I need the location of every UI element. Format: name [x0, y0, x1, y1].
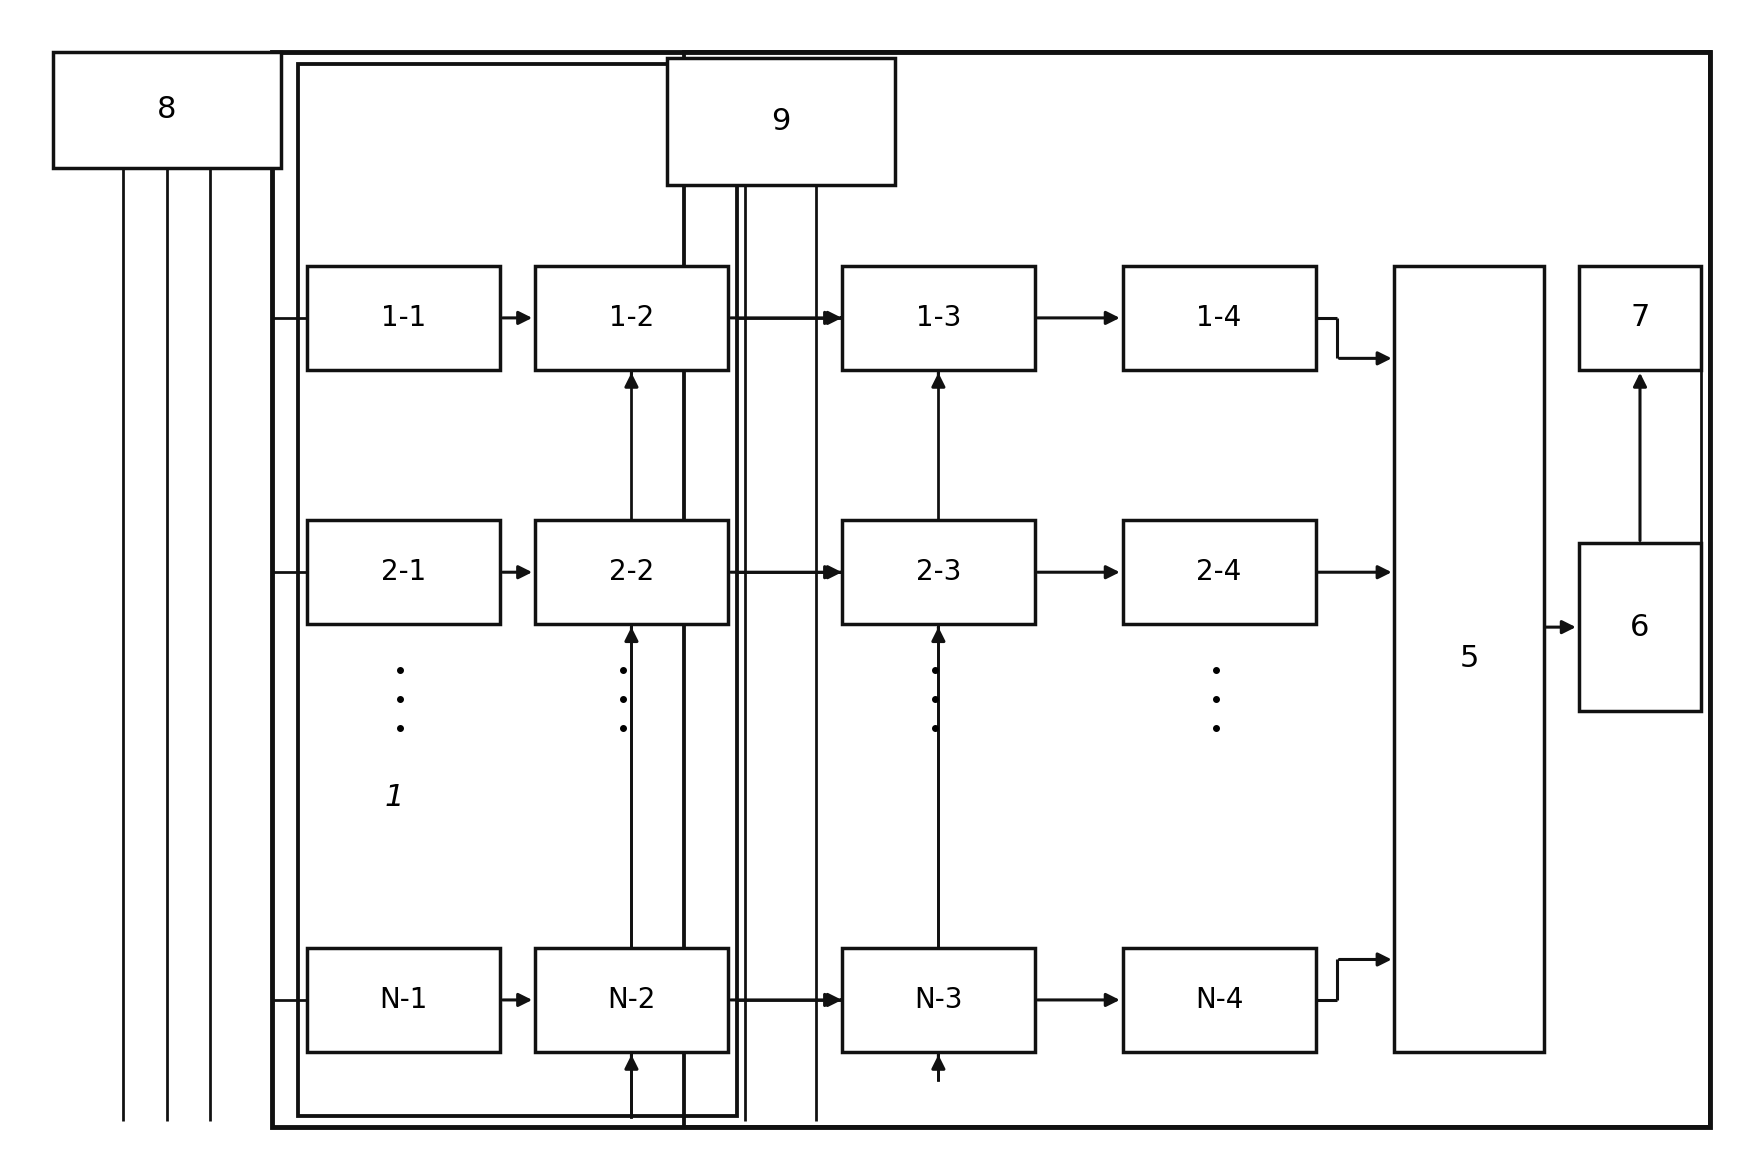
Text: 1-2: 1-2: [609, 304, 654, 332]
Bar: [272, 52, 1710, 1127]
Bar: [307, 266, 500, 370]
Text: 1: 1: [384, 783, 405, 813]
Text: 1-1: 1-1: [381, 304, 426, 332]
Bar: [535, 266, 728, 370]
Text: N-3: N-3: [914, 986, 963, 1014]
Text: 6: 6: [1629, 613, 1651, 642]
Text: 2-4: 2-4: [1196, 558, 1242, 586]
Text: 2-3: 2-3: [916, 558, 961, 586]
Bar: [53, 52, 281, 168]
Bar: [1123, 948, 1316, 1052]
Text: 2-2: 2-2: [609, 558, 654, 586]
Bar: [684, 52, 1710, 1127]
Bar: [1579, 266, 1701, 370]
Bar: [1123, 520, 1316, 624]
Bar: [307, 948, 500, 1052]
Text: 1-4: 1-4: [1196, 304, 1242, 332]
Bar: [1579, 543, 1701, 711]
Text: N-1: N-1: [379, 986, 428, 1014]
Bar: [298, 64, 737, 1116]
Bar: [667, 58, 895, 185]
Text: N-2: N-2: [607, 986, 656, 1014]
Bar: [842, 266, 1035, 370]
Bar: [842, 520, 1035, 624]
Text: 9: 9: [770, 106, 791, 136]
Text: 1-3: 1-3: [916, 304, 961, 332]
Bar: [1123, 266, 1316, 370]
Text: 2-1: 2-1: [381, 558, 426, 586]
Bar: [842, 948, 1035, 1052]
Text: 8: 8: [156, 95, 177, 125]
Text: 7: 7: [1629, 303, 1651, 333]
Bar: [535, 948, 728, 1052]
Bar: [1394, 266, 1544, 1052]
Bar: [307, 520, 500, 624]
Text: 5: 5: [1459, 644, 1479, 674]
Text: N-4: N-4: [1194, 986, 1244, 1014]
Bar: [535, 520, 728, 624]
